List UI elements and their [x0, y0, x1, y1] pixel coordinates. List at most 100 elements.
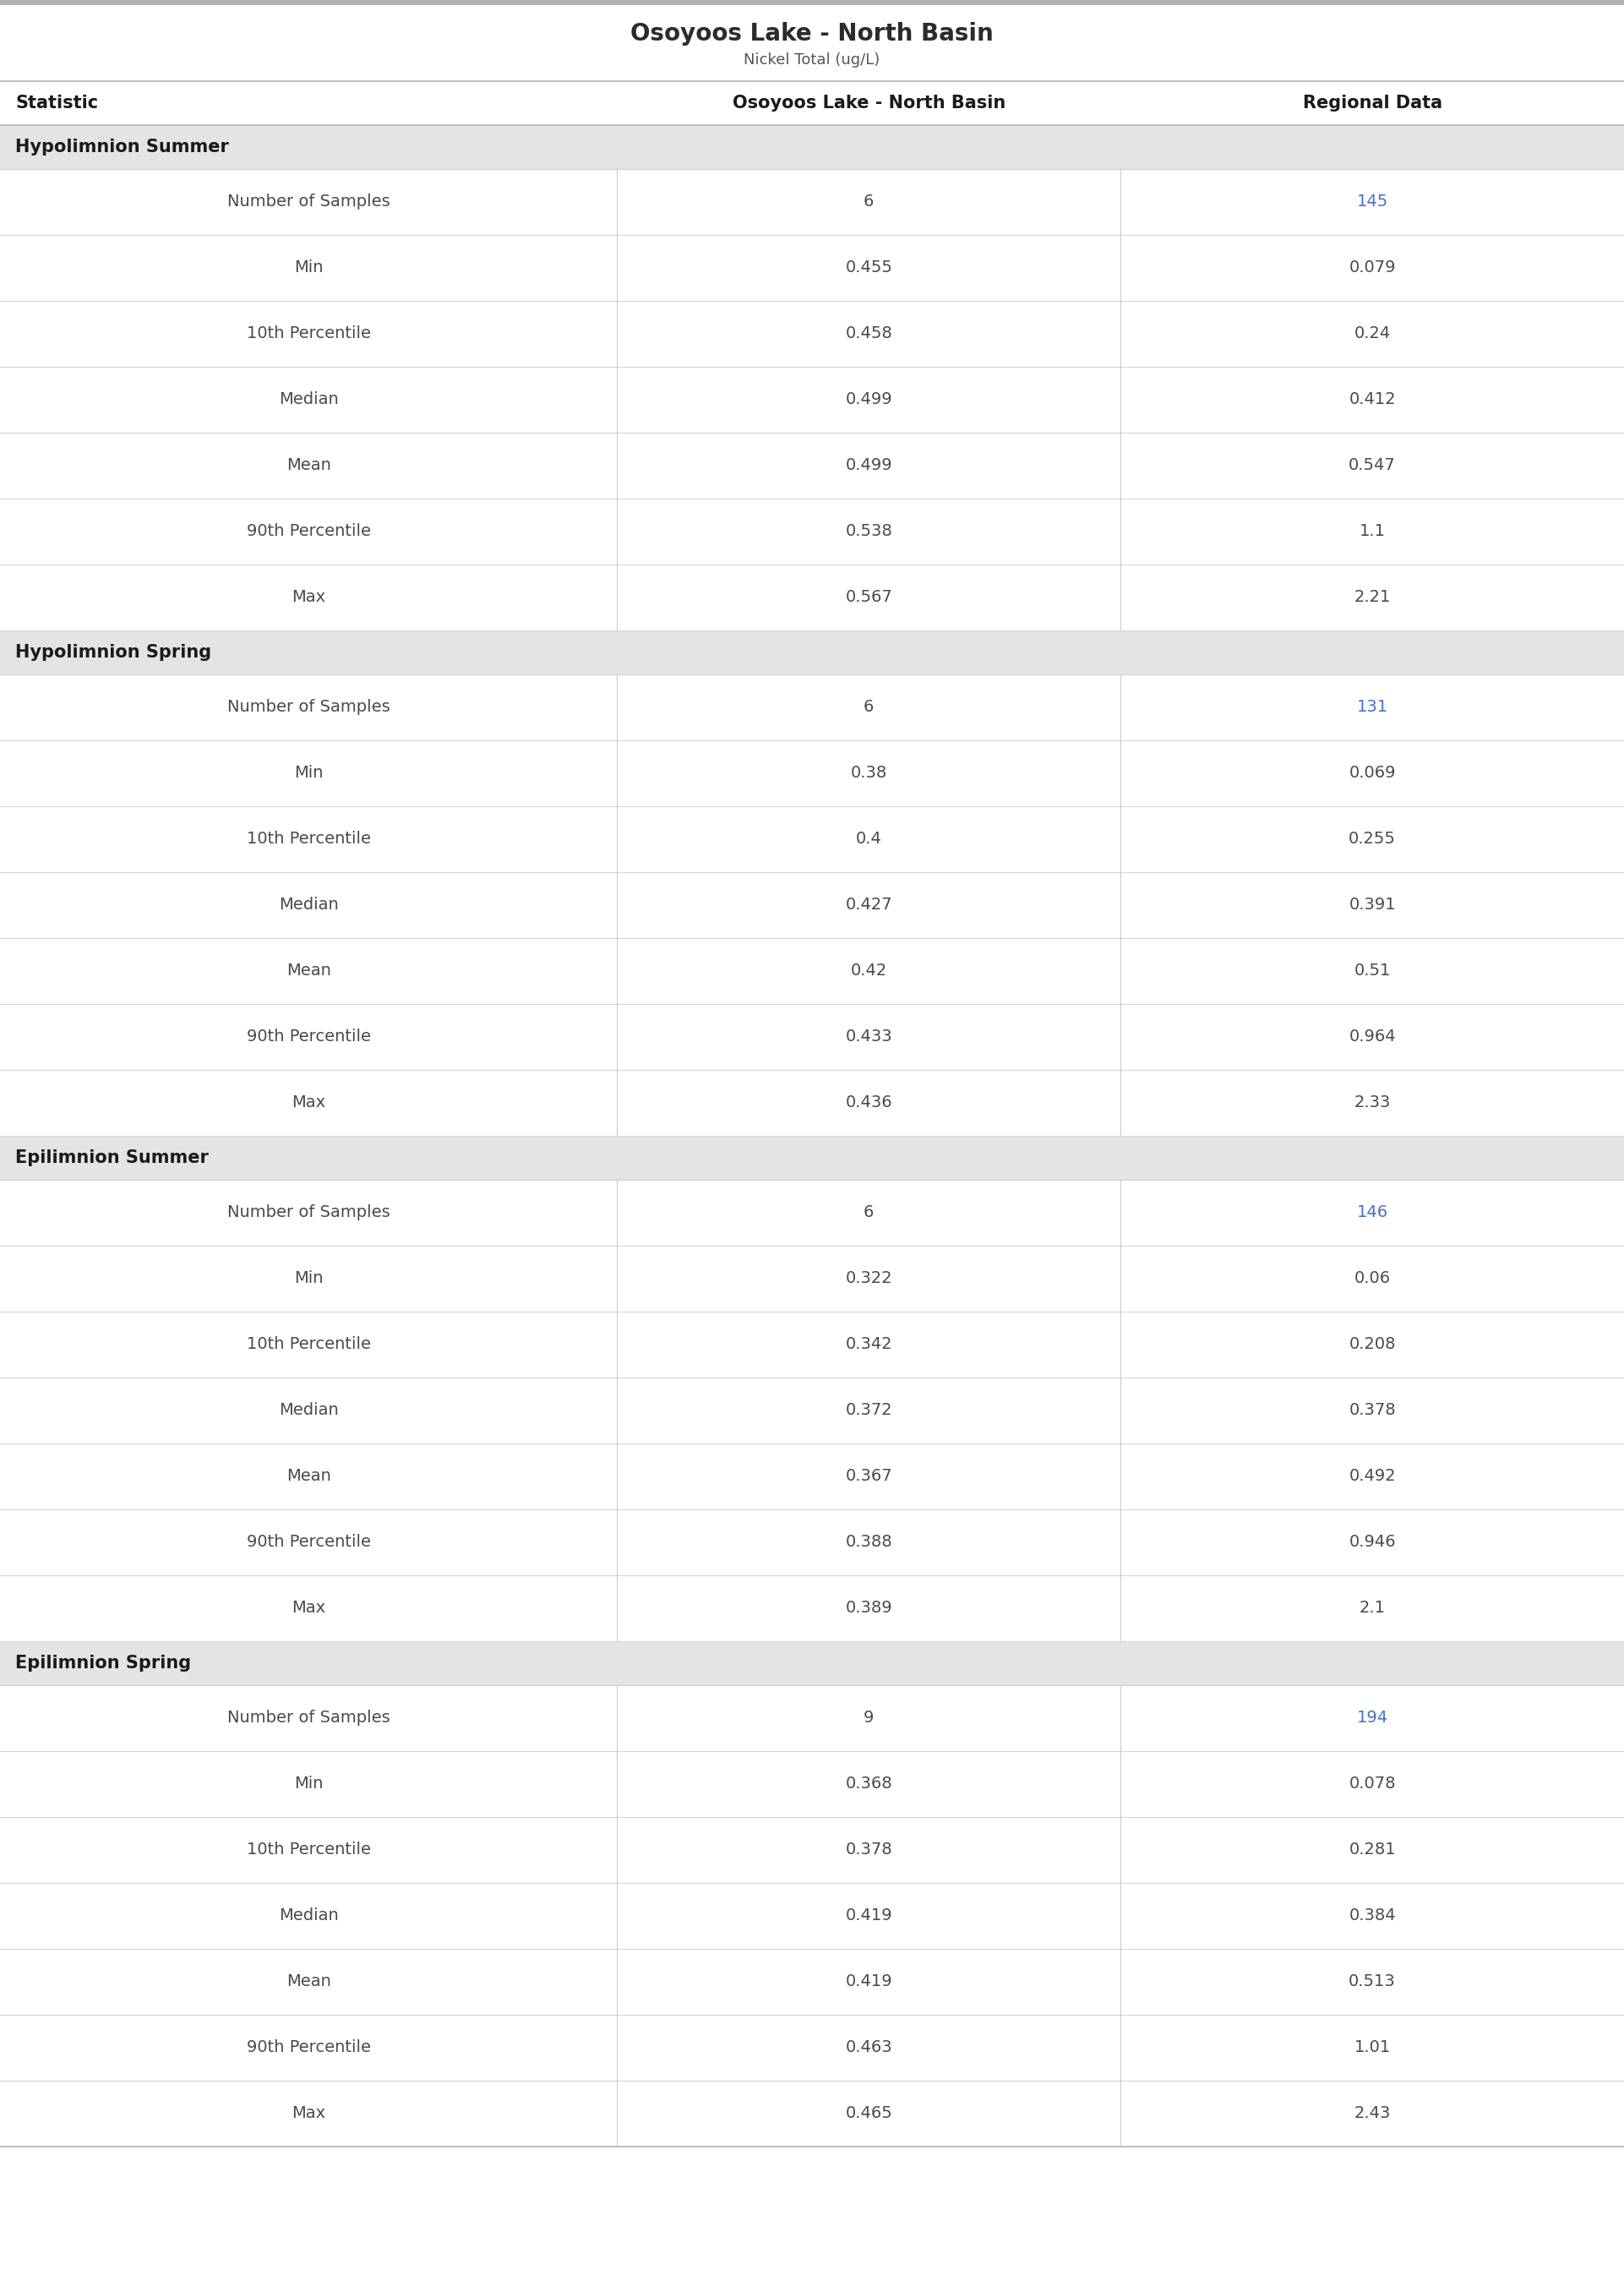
Text: 0.499: 0.499 — [846, 459, 892, 474]
Bar — [0, 1641, 1624, 1684]
Text: 0.372: 0.372 — [846, 1403, 892, 1419]
Text: 0.079: 0.079 — [1350, 259, 1395, 277]
Text: 0.547: 0.547 — [1348, 459, 1397, 474]
Bar — [0, 2082, 1624, 2147]
Text: 0.078: 0.078 — [1350, 1775, 1395, 1791]
Text: Hypolimnion Summer: Hypolimnion Summer — [15, 138, 229, 157]
Bar — [0, 565, 1624, 631]
Text: 90th Percentile: 90th Percentile — [247, 1535, 370, 1550]
Text: 0.433: 0.433 — [846, 1028, 892, 1044]
Bar — [0, 1180, 1624, 1246]
Text: 0.51: 0.51 — [1354, 962, 1390, 978]
Text: 9: 9 — [864, 1709, 874, 1725]
Text: 90th Percentile: 90th Percentile — [247, 1028, 370, 1044]
Text: 0.069: 0.069 — [1350, 765, 1395, 781]
Text: Epilimnion Summer: Epilimnion Summer — [15, 1149, 208, 1167]
Text: Number of Samples: Number of Samples — [227, 1709, 390, 1725]
Bar — [0, 631, 1624, 674]
Bar — [0, 368, 1624, 434]
Bar — [0, 1069, 1624, 1135]
Text: Number of Samples: Number of Samples — [227, 193, 390, 211]
Bar — [0, 1444, 1624, 1510]
Bar — [0, 1246, 1624, 1312]
Text: 10th Percentile: 10th Percentile — [247, 1337, 370, 1353]
Text: 0.412: 0.412 — [1350, 393, 1395, 409]
Text: 0.389: 0.389 — [846, 1600, 892, 1616]
Text: 131: 131 — [1356, 699, 1389, 715]
Bar — [0, 5, 1624, 82]
Bar — [0, 1750, 1624, 1816]
Bar — [0, 1950, 1624, 2016]
Bar — [0, 1684, 1624, 1750]
Text: 194: 194 — [1356, 1709, 1389, 1725]
Text: 0.427: 0.427 — [846, 897, 892, 913]
Text: 0.24: 0.24 — [1354, 327, 1390, 343]
Text: 0.378: 0.378 — [846, 1841, 892, 1859]
Text: 2.1: 2.1 — [1359, 1600, 1385, 1616]
Bar — [0, 434, 1624, 499]
Bar — [0, 302, 1624, 368]
Text: Min: Min — [294, 1271, 323, 1287]
Text: Median: Median — [279, 897, 338, 913]
Bar — [0, 2016, 1624, 2082]
Text: 0.946: 0.946 — [1350, 1535, 1395, 1550]
Bar — [0, 740, 1624, 806]
Text: Nickel Total (ug/L): Nickel Total (ug/L) — [744, 52, 880, 68]
Text: Max: Max — [292, 1600, 325, 1616]
Text: Number of Samples: Number of Samples — [227, 1205, 390, 1221]
Text: 0.384: 0.384 — [1350, 1907, 1395, 1925]
Bar — [0, 1135, 1624, 1180]
Text: Max: Max — [292, 1094, 325, 1110]
Text: 0.436: 0.436 — [846, 1094, 892, 1110]
Text: 0.567: 0.567 — [844, 590, 893, 606]
Text: 2.33: 2.33 — [1354, 1094, 1390, 1110]
Bar — [0, 0, 1624, 5]
Text: Statistic: Statistic — [15, 95, 97, 111]
Text: Hypolimnion Spring: Hypolimnion Spring — [15, 645, 211, 661]
Text: 0.255: 0.255 — [1348, 831, 1397, 847]
Text: 6: 6 — [864, 193, 874, 211]
Text: Osoyoos Lake - North Basin: Osoyoos Lake - North Basin — [630, 23, 994, 45]
Bar — [0, 674, 1624, 740]
Text: Number of Samples: Number of Samples — [227, 699, 390, 715]
Text: 0.513: 0.513 — [1348, 1975, 1397, 1991]
Text: Min: Min — [294, 765, 323, 781]
Text: Epilimnion Spring: Epilimnion Spring — [15, 1655, 192, 1671]
Text: 0.499: 0.499 — [846, 393, 892, 409]
Text: Max: Max — [292, 2107, 325, 2122]
Bar — [0, 125, 1624, 168]
Text: 0.42: 0.42 — [851, 962, 887, 978]
Text: 0.492: 0.492 — [1350, 1469, 1395, 1485]
Text: 0.391: 0.391 — [1350, 897, 1395, 913]
Text: Max: Max — [292, 590, 325, 606]
Text: 6: 6 — [864, 699, 874, 715]
Text: 0.208: 0.208 — [1350, 1337, 1395, 1353]
Text: 0.419: 0.419 — [846, 1907, 892, 1925]
Bar — [0, 82, 1624, 125]
Text: 90th Percentile: 90th Percentile — [247, 524, 370, 540]
Text: Regional Data: Regional Data — [1302, 95, 1442, 111]
Text: 0.463: 0.463 — [846, 2041, 892, 2057]
Text: Min: Min — [294, 1775, 323, 1791]
Bar — [0, 1378, 1624, 1444]
Text: 0.455: 0.455 — [844, 259, 893, 277]
Text: 1.01: 1.01 — [1354, 2041, 1390, 2057]
Text: 146: 146 — [1356, 1205, 1389, 1221]
Bar — [0, 499, 1624, 565]
Bar — [0, 1882, 1624, 1950]
Text: 0.281: 0.281 — [1350, 1841, 1395, 1859]
Text: 0.06: 0.06 — [1354, 1271, 1390, 1287]
Text: 0.322: 0.322 — [846, 1271, 892, 1287]
Text: 0.378: 0.378 — [1350, 1403, 1395, 1419]
Bar — [0, 938, 1624, 1003]
Text: 2.43: 2.43 — [1354, 2107, 1390, 2122]
Text: 10th Percentile: 10th Percentile — [247, 327, 370, 343]
Text: 2.21: 2.21 — [1354, 590, 1390, 606]
Text: 0.465: 0.465 — [844, 2107, 893, 2122]
Text: 0.367: 0.367 — [846, 1469, 892, 1485]
Text: Median: Median — [279, 1403, 338, 1419]
Text: 90th Percentile: 90th Percentile — [247, 2041, 370, 2057]
Text: Mean: Mean — [286, 962, 331, 978]
Bar — [0, 1816, 1624, 1882]
Text: 6: 6 — [864, 1205, 874, 1221]
